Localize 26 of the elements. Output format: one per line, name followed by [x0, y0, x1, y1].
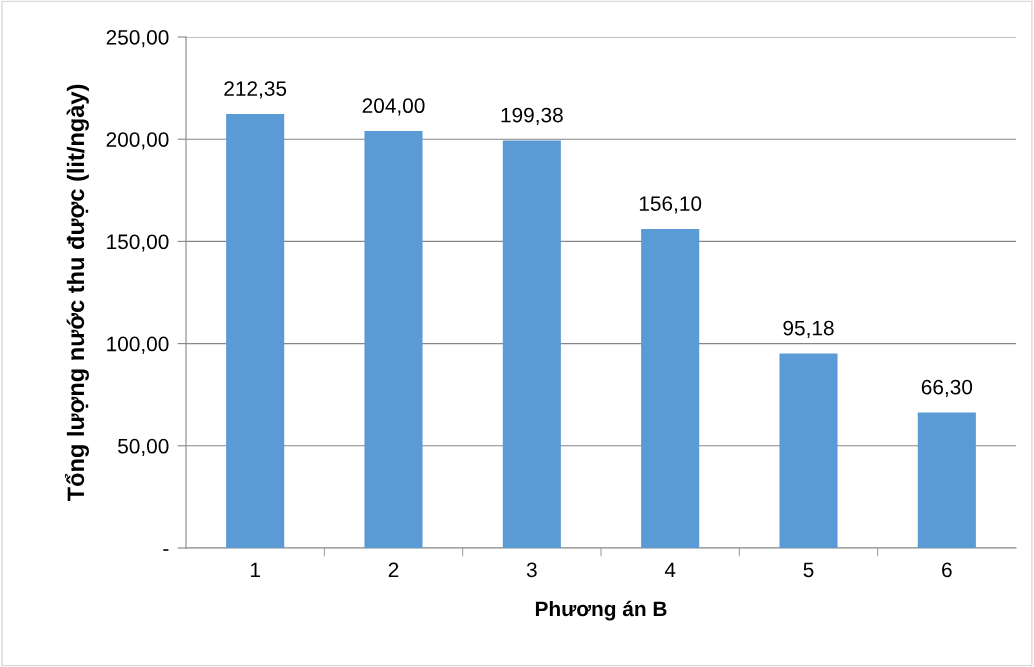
x-tick-label: 5: [803, 562, 814, 578]
x-axis-title: Phương án B: [535, 600, 667, 621]
bar: [779, 353, 838, 548]
x-tick-label: 2: [388, 562, 399, 577]
x-tick-label: 6: [942, 562, 952, 578]
data-label: 204,00: [362, 98, 425, 116]
x-tick-label: 1: [250, 562, 260, 577]
y-tick-label: 250,00: [106, 30, 169, 48]
bar: [226, 113, 285, 548]
bar: [917, 412, 976, 548]
data-label: 66,30: [921, 379, 973, 397]
x-tick-label: 4: [664, 562, 676, 577]
bar: [502, 140, 561, 548]
y-tick-label: 100,00: [107, 336, 169, 354]
data-label: 212,35: [224, 81, 287, 99]
bar: [364, 131, 423, 548]
y-axis-title: Tổng lượng nước thu được (lit/ngày): [64, 84, 89, 502]
data-label: 95,18: [783, 320, 834, 338]
y-tick-label: 50,00: [118, 438, 169, 457]
data-label: 156,10: [639, 196, 702, 214]
y-tick-label: 150,00: [107, 234, 169, 252]
data-label: 199,38: [501, 107, 563, 125]
x-tick-label: 3: [526, 562, 537, 578]
bar: [641, 228, 700, 548]
y-tick-label: 200,00: [106, 132, 169, 150]
y-tick-label: -: [163, 549, 169, 551]
